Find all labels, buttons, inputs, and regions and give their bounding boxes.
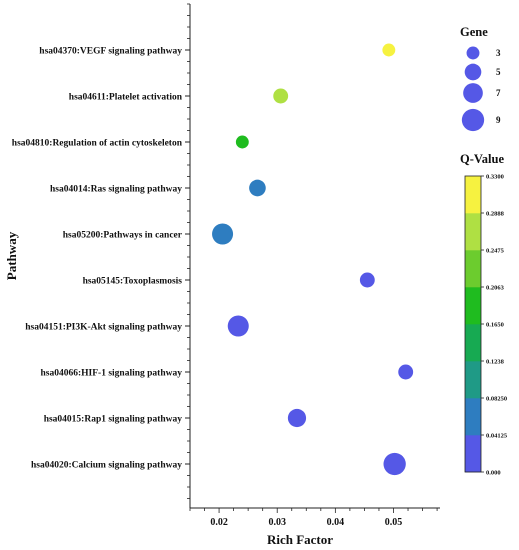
q-value-colorbar: Q-Value 0.3300 0.2888 0.2475 0.2063 0.1650 0.… [460, 152, 508, 476]
data-bubble [359, 272, 375, 288]
colorbar-tick-label: 0.3300 [486, 173, 504, 180]
gene-legend-bubble [466, 46, 480, 60]
gene-legend-bubble [463, 83, 483, 103]
pathway-label: hsa04611:Platelet activation [69, 93, 183, 103]
data-bubble [249, 179, 266, 197]
data-bubble [235, 135, 249, 149]
pathway-label: hsa04066:HIF-1 signaling pathway [41, 369, 183, 379]
gene-legend-title: Gene [460, 25, 488, 39]
pathway-label: hsa04151:PI3K-Akt signaling pathway [25, 323, 182, 333]
colorbar-band [465, 176, 481, 214]
colorbar-tick-label: 0.1238 [486, 358, 505, 365]
gene-legend-label: 9 [496, 115, 501, 125]
colorbar-band [465, 250, 481, 288]
data-bubble [398, 364, 414, 380]
pathway-label: hsa04014:Ras signaling pathway [50, 185, 182, 195]
y-axis-title: Pathway [4, 231, 19, 280]
gene-legend-label: 7 [496, 88, 501, 98]
gene-legend-bubble [464, 63, 482, 81]
x-axis-title: Rich Factor [267, 532, 333, 547]
pathway-label: hsa05145:Toxoplasmosis [83, 277, 183, 287]
data-bubble [287, 408, 307, 428]
data-bubble [382, 43, 396, 57]
gene-size-legend: Gene 3 5 7 9 [460, 25, 501, 132]
colorbar-band [465, 213, 481, 251]
colorbar-tick-label: 0.2063 [486, 284, 505, 291]
pathway-label: hsa04020:Calcium signaling pathway [31, 461, 182, 471]
colorbar-tick-label: 0.000 [486, 469, 501, 476]
pathway-label: hsa04015:Rap1 signaling pathway [44, 415, 183, 425]
gene-legend-label: 3 [496, 48, 501, 58]
pathway-label: hsa04810:Regulation of actin cytoskeleto… [12, 139, 183, 149]
colorbar-tick-label: 0.2475 [486, 247, 505, 254]
data-bubble [227, 315, 249, 337]
colorbar-band [465, 361, 481, 399]
gene-legend-label: 5 [496, 67, 501, 77]
colorbar-tick-label: 0.1650 [486, 321, 504, 328]
x-tick-label: 0.04 [327, 517, 345, 528]
gene-legend-bubble [461, 108, 485, 132]
q-value-legend-title: Q-Value [460, 152, 504, 166]
pathway-label: hsa05200:Pathways in cancer [63, 231, 183, 241]
colorbar-band [465, 324, 481, 362]
colorbar-tick-label: 0.04125 [486, 432, 508, 439]
colorbar-tick-label: 0.08250 [486, 395, 507, 402]
data-bubble [212, 223, 234, 245]
colorbar-tick-label: 0.2888 [486, 210, 505, 217]
pathway-labels: hsa04370:VEGF signaling pathway hsa04611:… [12, 47, 183, 471]
x-tick-label: 0.05 [385, 517, 403, 528]
colorbar-band [465, 398, 481, 436]
data-bubbles [212, 43, 414, 476]
colorbar-band [465, 435, 481, 473]
data-bubble [273, 88, 289, 104]
pathway-label: hsa04370:VEGF signaling pathway [39, 47, 182, 57]
x-tick-label: 0.03 [268, 517, 286, 528]
data-bubble [383, 452, 406, 476]
x-tick-labels: 0.02 0.03 0.04 0.05 [210, 517, 402, 528]
colorbar-band [465, 287, 481, 325]
plot-axes [185, 3, 440, 513]
x-tick-label: 0.02 [210, 517, 228, 528]
